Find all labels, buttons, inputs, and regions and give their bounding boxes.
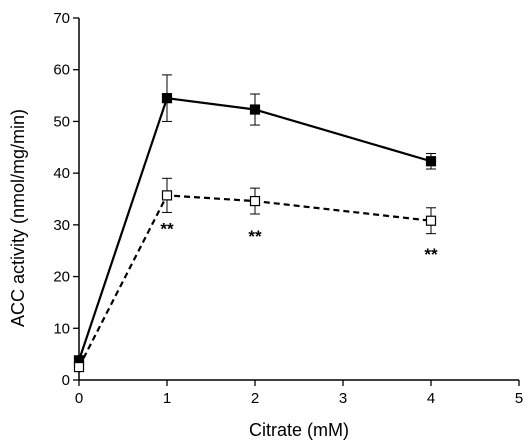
series-2-point: [425, 215, 437, 226]
series-1-line: [77, 96, 432, 361]
x-tick-label: 0: [75, 390, 83, 407]
y-tick-label: 60: [53, 62, 70, 79]
y-axis-label: ACC activity (nmol/mg/min): [8, 109, 28, 327]
series-1-point: [249, 104, 261, 115]
series-1-point: [425, 156, 437, 167]
y-tick-label: 70: [53, 10, 70, 27]
y-tick-label: 0: [62, 372, 70, 389]
series-2-line: [78, 194, 432, 368]
x-tick-label: 5: [515, 390, 523, 407]
series-2-point: [73, 361, 85, 373]
x-tick-label: 1: [163, 390, 171, 407]
y-tick-label: 10: [53, 320, 70, 337]
y-axis-label-group: ACC activity (nmol/mg/min): [8, 109, 28, 327]
significance-mark: **: [424, 245, 438, 264]
x-axis-label: Citrate (mM): [249, 420, 349, 440]
x-tick-label: 3: [339, 390, 347, 407]
series-2-point: [249, 195, 261, 207]
plot-area: 0 10 20 30 40 50 60 70 0 1 2 3 4 5 ** ** **: [53, 10, 523, 407]
significance-mark: **: [248, 227, 262, 246]
y-tick-label: 30: [53, 217, 70, 234]
series-1-point: [161, 93, 173, 104]
y-tick-label: 50: [53, 113, 70, 130]
y-tick-label: 40: [53, 165, 70, 182]
series-2-point: [161, 190, 173, 201]
x-tick-label: 4: [427, 390, 435, 407]
x-tick-label: 2: [251, 390, 259, 407]
significance-mark: **: [160, 219, 174, 238]
y-tick-label: 20: [53, 269, 70, 286]
